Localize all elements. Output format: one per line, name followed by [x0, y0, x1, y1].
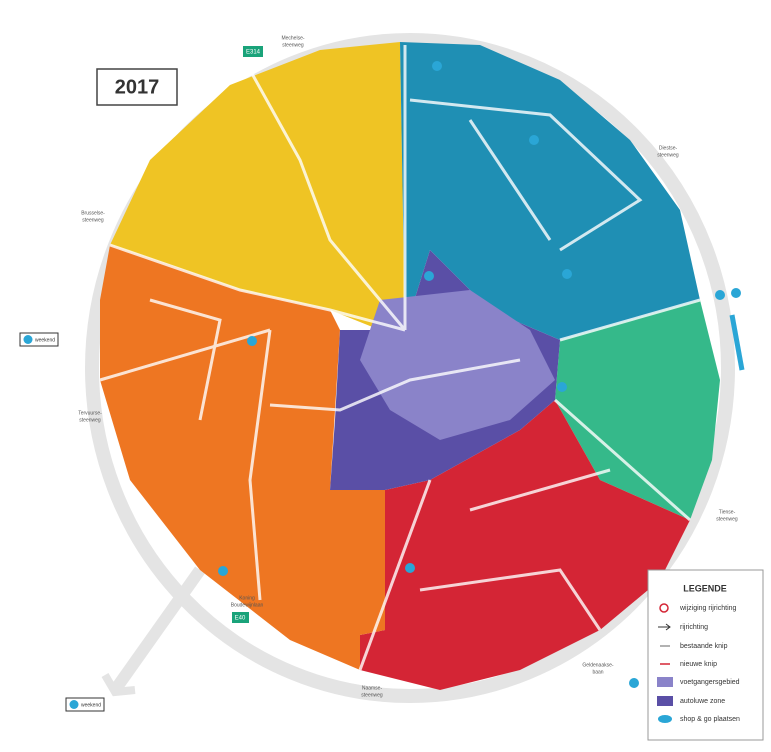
year-box — [96, 68, 178, 106]
highway-badge — [232, 612, 249, 623]
parking-icon — [23, 335, 33, 344]
road-label: Diestse- — [659, 145, 678, 151]
pedestrian-zone — [360, 290, 555, 440]
exit-arrow — [101, 672, 136, 697]
ring-road — [85, 33, 735, 703]
road-label: Boudewijnlaan — [231, 602, 264, 608]
legend-icon — [658, 715, 672, 723]
road-label: steenweg — [82, 217, 104, 223]
road-label: steenweg — [282, 42, 304, 48]
road-label: steenweg — [657, 152, 679, 158]
road-label: baan — [592, 669, 603, 675]
legend-label: autoluwe zone — [680, 698, 725, 705]
legend-icon — [657, 677, 673, 687]
highway-label: E314 — [246, 50, 261, 56]
exit-road — [110, 566, 205, 694]
highway-label: E40 — [235, 616, 246, 622]
parking-note: weekend — [81, 702, 101, 708]
parking-icons — [218, 61, 741, 688]
legend-icon — [657, 696, 673, 706]
parking-icon — [69, 700, 79, 709]
legend-label: bestaande knip — [680, 643, 728, 650]
road-label: steenweg — [361, 692, 383, 698]
road-label: Mechelse- — [281, 35, 304, 41]
road-label: Tervuurse- — [78, 410, 102, 416]
road-label: Tiense- — [719, 509, 736, 515]
streets — [99, 45, 701, 671]
zone-green — [555, 300, 720, 520]
zone-orange — [100, 245, 385, 670]
legend-label: shop & go plaatsen — [680, 716, 740, 723]
road-label: steenweg — [716, 516, 738, 522]
road-label: Koning — [239, 595, 255, 601]
legend-title: LEGENDE — [683, 583, 727, 593]
year: 2017 — [115, 76, 160, 98]
road-label: steenweg — [79, 417, 101, 423]
parking-note: weekend — [35, 337, 55, 343]
road-label: Geldenaakse- — [582, 662, 613, 668]
legend-label: nieuwe knip — [680, 661, 717, 668]
legend-box — [647, 569, 764, 741]
zone-blue — [400, 42, 700, 340]
shop-go-strip — [729, 314, 745, 371]
legend-label: voetgangersgebied — [680, 679, 740, 686]
zone-yellow — [110, 42, 405, 330]
legend-icon — [658, 623, 671, 631]
legend-label: wijziging rijrichting — [679, 605, 737, 612]
zone-red — [360, 400, 690, 690]
road-label: Brusselse- — [81, 210, 105, 216]
road-label: Naamse- — [362, 685, 383, 691]
highway-badge — [243, 46, 263, 57]
legend-label: rijrichting — [680, 624, 708, 631]
legend-icon — [659, 603, 669, 613]
